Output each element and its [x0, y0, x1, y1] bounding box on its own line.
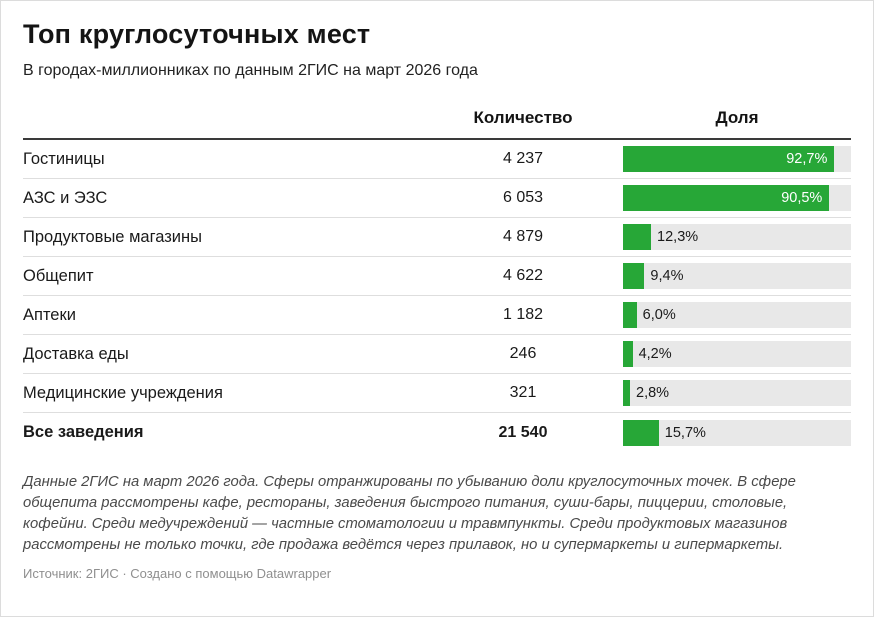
bar-track: 6,0%	[623, 302, 851, 328]
bar-value-label-outside: 9,4%	[650, 268, 684, 284]
table-body: Гостиницы 4 237 92,7% АЗС и ЭЗС 6 053 90…	[23, 140, 851, 452]
bar-fill	[623, 263, 645, 289]
bar-track: 12,3%	[623, 224, 851, 250]
row-count-value: 246	[509, 345, 537, 362]
row-category-label: Все заведения	[23, 423, 144, 441]
row-bar-cell: 4,2%	[623, 341, 851, 367]
bar-fill: 92,7%	[623, 146, 835, 172]
bar-track: 90,5%	[623, 185, 851, 211]
bar-track: 92,7%	[623, 146, 851, 172]
row-bar-cell: 2,8%	[623, 380, 851, 406]
row-category-label: АЗС и ЭЗС	[23, 188, 108, 207]
column-header-share: Доля	[715, 108, 759, 127]
row-bar-cell: 9,4%	[623, 263, 851, 289]
page-subtitle: В городах-миллионниках по данным 2ГИС на…	[23, 62, 478, 79]
bar-track: 4,2%	[623, 341, 851, 367]
row-count-value: 4 622	[502, 267, 544, 284]
row-count-value: 21 540	[498, 423, 548, 441]
source-line: Источник: 2ГИС · Создано с помощью Dataw…	[23, 566, 332, 581]
table-row: Медицинские учреждения 321 2,8%	[23, 374, 851, 413]
row-category-label: Продуктовые магазины	[23, 227, 202, 246]
row-count-value: 4 879	[502, 228, 544, 245]
row-bar-cell: 12,3%	[623, 224, 851, 250]
bar-track: 2,8%	[623, 380, 851, 406]
bar-track: 9,4%	[623, 263, 851, 289]
row-category-label: Общепит	[23, 266, 94, 285]
table-row: Гостиницы 4 237 92,7%	[23, 140, 851, 179]
bar-value-label-outside: 4,2%	[638, 346, 672, 362]
row-category-label: Аптеки	[23, 305, 76, 324]
data-table: Количество Доля Гостиницы 4 237 92,7% АЗ…	[23, 108, 851, 452]
row-count-value: 6 053	[502, 189, 544, 206]
bar-value-label-outside: 15,7%	[664, 424, 706, 441]
footnote-text: Данные 2ГИС на март 2026 года. Сферы отр…	[23, 474, 796, 553]
row-bar-cell: 90,5%	[623, 185, 851, 211]
table-row: Доставка еды 246 4,2%	[23, 335, 851, 374]
bar-value-label-outside: 2,8%	[636, 385, 670, 401]
row-count-value: 321	[509, 384, 537, 401]
bar-fill	[623, 224, 652, 250]
bar-fill	[623, 302, 637, 328]
bar-value-label-outside: 6,0%	[642, 307, 676, 323]
table-row: Продуктовые магазины 4 879 12,3%	[23, 218, 851, 257]
table-row: Все заведения 21 540 15,7%	[23, 413, 851, 452]
column-header-count: Количество	[473, 108, 573, 127]
bar-value-label-outside: 12,3%	[657, 229, 699, 245]
table-row: АЗС и ЭЗС 6 053 90,5%	[23, 179, 851, 218]
bar-fill	[623, 419, 659, 446]
bar-track: 15,7%	[623, 419, 851, 446]
row-count-value: 1 182	[502, 306, 544, 323]
row-bar-cell: 92,7%	[623, 146, 851, 172]
bar-value-label-inside: 92,7%	[786, 151, 828, 167]
table-header-row: Количество Доля	[23, 108, 851, 140]
row-category-label: Доставка еды	[23, 344, 129, 363]
row-category-label: Медицинские учреждения	[23, 383, 223, 402]
row-bar-cell: 6,0%	[623, 302, 851, 328]
bar-fill	[623, 380, 630, 406]
row-category-label: Гостиницы	[23, 149, 105, 168]
table-row: Общепит 4 622 9,4%	[23, 257, 851, 296]
bar-fill: 90,5%	[623, 185, 830, 211]
page-title: Топ круглосуточных мест	[23, 19, 371, 49]
bar-fill	[623, 341, 633, 367]
table-row: Аптеки 1 182 6,0%	[23, 296, 851, 335]
row-bar-cell: 15,7%	[623, 419, 851, 446]
row-count-value: 4 237	[502, 150, 544, 167]
bar-value-label-inside: 90,5%	[781, 190, 823, 206]
